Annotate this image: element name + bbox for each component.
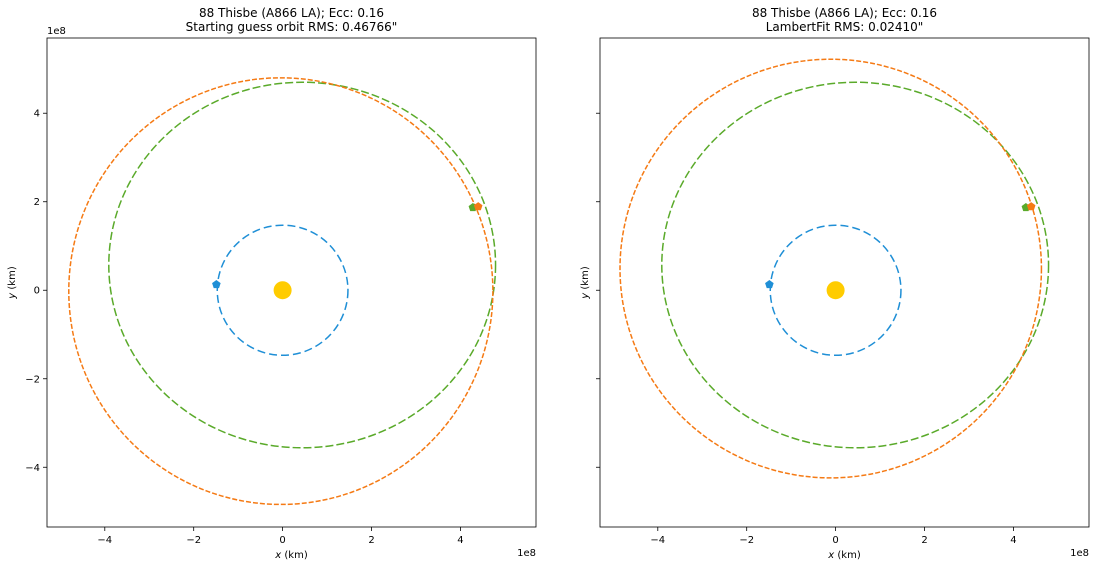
orbit-path-2 bbox=[108, 81, 497, 449]
position-marker-1 bbox=[212, 279, 221, 289]
x-tick-label: −4 bbox=[97, 535, 112, 546]
x-axis-label: x (km) bbox=[827, 550, 861, 561]
x-tick-label: −4 bbox=[650, 535, 665, 546]
orbit-path-2 bbox=[661, 81, 1050, 449]
sun-marker bbox=[273, 281, 292, 300]
y-axis-label-var: y bbox=[7, 292, 18, 300]
x-tick-label: 4 bbox=[457, 535, 463, 546]
plot-frame bbox=[599, 37, 1090, 528]
x-offset-text: 1e8 bbox=[517, 548, 536, 559]
x-axis-label-var: x bbox=[274, 550, 281, 561]
y-axis-label-unit: (km) bbox=[580, 266, 591, 293]
x-tick-label: 0 bbox=[279, 535, 285, 546]
plot-area bbox=[68, 77, 497, 506]
position-marker-1 bbox=[765, 279, 774, 289]
y-tick-label: 2 bbox=[34, 197, 40, 208]
x-tick-label: 2 bbox=[921, 535, 927, 546]
position-marker-3 bbox=[1026, 202, 1036, 211]
x-offset-text: 1e8 bbox=[1070, 548, 1089, 559]
plot-frame bbox=[46, 37, 537, 528]
y-axis-label: y (km) bbox=[7, 266, 18, 300]
y-axis-label-var: y bbox=[580, 292, 591, 300]
y-tick-label: −4 bbox=[25, 463, 40, 474]
chart-subtitle: Starting guess orbit RMS: 0.46766" bbox=[186, 20, 398, 34]
x-axis-label-var: x bbox=[827, 550, 834, 561]
y-tick-label: 0 bbox=[34, 286, 40, 297]
chart-panel-2: 88 Thisbe (A866 LA); Ecc: 0.16LambertFit… bbox=[580, 6, 1090, 561]
y-offset-text: 1e8 bbox=[47, 26, 66, 37]
y-axis-label-unit: (km) bbox=[7, 266, 18, 293]
plot-area bbox=[619, 58, 1050, 479]
y-tick-label: 4 bbox=[34, 109, 40, 120]
chart-subtitle: LambertFit RMS: 0.02410" bbox=[766, 20, 924, 34]
x-tick-label: −2 bbox=[186, 535, 201, 546]
x-axis-label: x (km) bbox=[274, 550, 308, 561]
x-tick-label: 2 bbox=[368, 535, 374, 546]
orbit-path-1 bbox=[216, 224, 349, 357]
x-axis-label-unit: (km) bbox=[281, 550, 308, 561]
position-marker-3 bbox=[473, 202, 483, 211]
x-tick-label: −2 bbox=[739, 535, 754, 546]
orbit-path-1 bbox=[769, 224, 902, 357]
y-axis-label: y (km) bbox=[580, 266, 591, 300]
orbit-path-3 bbox=[619, 58, 1043, 479]
x-axis-label-unit: (km) bbox=[834, 550, 861, 561]
y-tick-label: −2 bbox=[25, 374, 40, 385]
sun-marker bbox=[826, 281, 845, 300]
chart-title: 88 Thisbe (A866 LA); Ecc: 0.16 bbox=[752, 6, 937, 20]
orbit-path-3 bbox=[68, 77, 494, 506]
chart-title: 88 Thisbe (A866 LA); Ecc: 0.16 bbox=[199, 6, 384, 20]
x-tick-label: 4 bbox=[1010, 535, 1016, 546]
x-tick-label: 0 bbox=[832, 535, 838, 546]
